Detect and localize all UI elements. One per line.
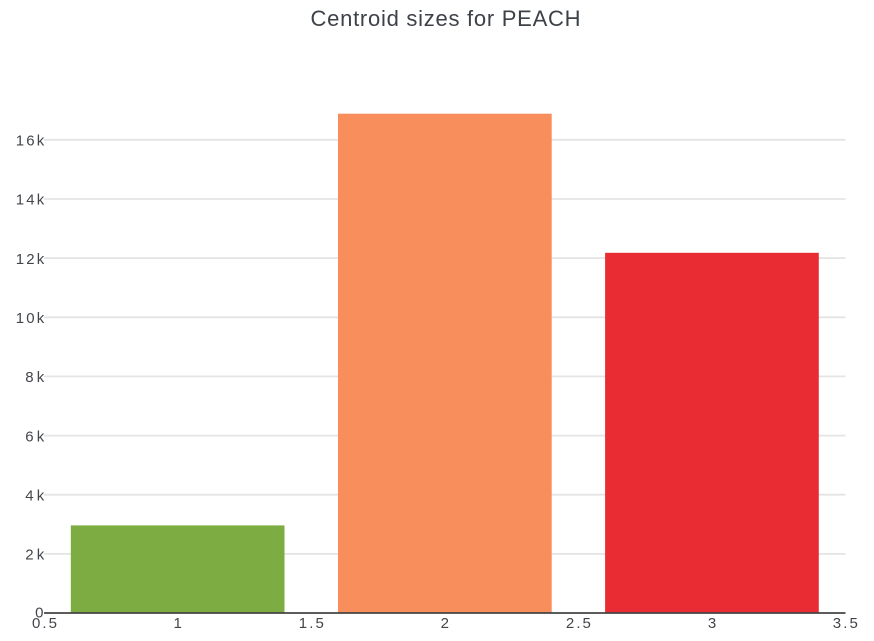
svg-text:16k: 16k (16, 133, 45, 150)
svg-text:1.5: 1.5 (299, 615, 324, 632)
svg-text:2.5: 2.5 (566, 615, 591, 632)
svg-text:0: 0 (35, 605, 43, 622)
svg-text:10k: 10k (16, 310, 45, 327)
svg-text:1: 1 (174, 615, 182, 632)
svg-text:0.5: 0.5 (32, 615, 57, 632)
svg-text:3: 3 (708, 615, 716, 632)
svg-text:2: 2 (441, 615, 449, 632)
svg-text:14k: 14k (16, 192, 45, 209)
svg-text:12k: 12k (16, 251, 45, 268)
svg-text:Centroid sizes for PEACH: Centroid sizes for PEACH (311, 6, 581, 31)
svg-text:3.5: 3.5 (833, 615, 858, 632)
